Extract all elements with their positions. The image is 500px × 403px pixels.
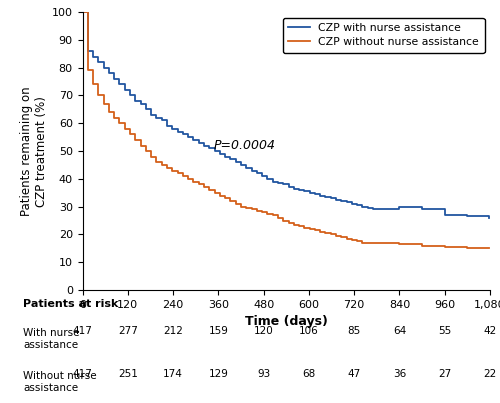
Text: 212: 212	[163, 326, 183, 336]
Text: 129: 129	[208, 369, 229, 379]
Text: 251: 251	[118, 369, 138, 379]
Text: P=0.0004: P=0.0004	[214, 139, 276, 152]
Text: 55: 55	[438, 326, 452, 336]
CZP with nurse assistance	[143, 107, 149, 112]
Line: CZP with nurse assistance: CZP with nurse assistance	[82, 12, 489, 218]
CZP without nurse assistance	[154, 160, 160, 164]
CZP with nurse assistance	[106, 71, 112, 76]
CZP with nurse assistance	[486, 215, 492, 220]
Text: Patients at risk: Patients at risk	[24, 299, 119, 310]
Text: 47: 47	[348, 369, 361, 379]
Text: 93: 93	[257, 369, 270, 379]
Text: 417: 417	[72, 326, 92, 336]
X-axis label: Time (days): Time (days)	[245, 315, 328, 328]
CZP without nurse assistance	[464, 246, 470, 251]
Text: 27: 27	[438, 369, 452, 379]
Text: Without nurse
assistance: Without nurse assistance	[24, 371, 97, 393]
Text: 64: 64	[393, 326, 406, 336]
Text: 36: 36	[393, 369, 406, 379]
CZP with nurse assistance	[80, 10, 86, 15]
CZP without nurse assistance	[270, 213, 276, 218]
CZP without nurse assistance	[248, 207, 254, 212]
Text: 277: 277	[118, 326, 138, 336]
CZP without nurse assistance	[143, 149, 149, 154]
CZP without nurse assistance	[190, 179, 196, 184]
CZP with nurse assistance	[275, 181, 281, 185]
Text: 417: 417	[72, 369, 92, 379]
CZP without nurse assistance	[354, 239, 360, 244]
Text: 120: 120	[254, 326, 274, 336]
CZP with nurse assistance	[360, 204, 366, 209]
Text: 85: 85	[348, 326, 361, 336]
Text: With nurse
assistance: With nurse assistance	[24, 328, 80, 351]
Text: 42: 42	[484, 326, 496, 336]
Text: 174: 174	[163, 369, 183, 379]
Text: 68: 68	[302, 369, 316, 379]
Text: 22: 22	[484, 369, 496, 379]
Text: 106: 106	[299, 326, 319, 336]
Line: CZP without nurse assistance: CZP without nurse assistance	[82, 12, 489, 248]
Y-axis label: Patients remaining on
CZP treatment (%): Patients remaining on CZP treatment (%)	[20, 86, 48, 216]
Legend: CZP with nurse assistance, CZP without nurse assistance: CZP with nurse assistance, CZP without n…	[282, 17, 484, 53]
CZP with nurse assistance	[464, 214, 470, 219]
CZP with nurse assistance	[164, 124, 170, 129]
CZP without nurse assistance	[80, 10, 86, 15]
CZP without nurse assistance	[486, 246, 492, 251]
Text: 159: 159	[208, 326, 229, 336]
